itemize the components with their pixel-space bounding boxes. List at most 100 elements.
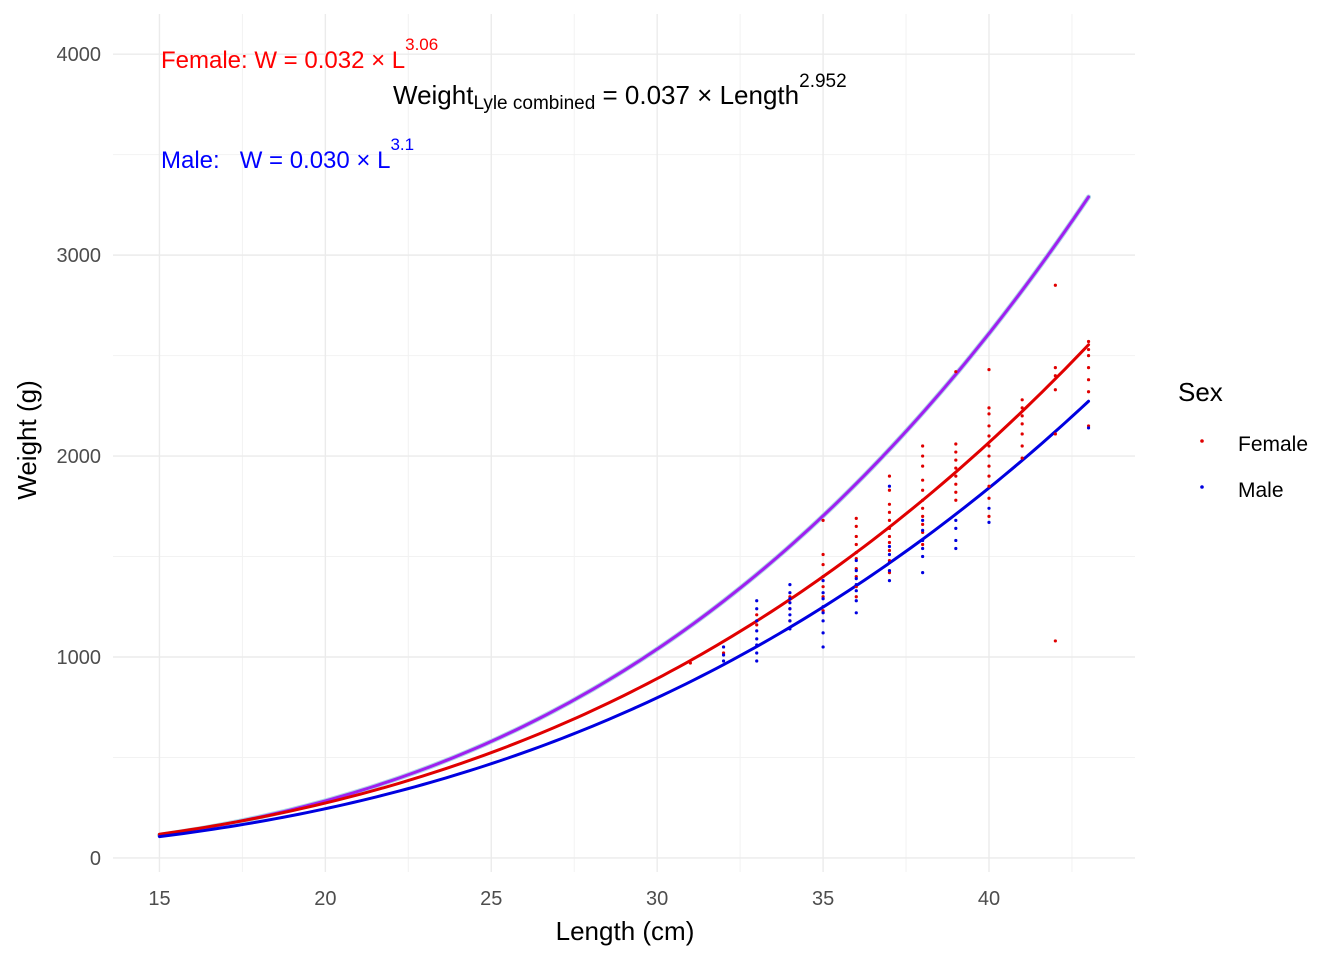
- point-female: [921, 542, 925, 547]
- point-male: [854, 568, 858, 573]
- point-male: [821, 645, 825, 649]
- point-male: [788, 613, 792, 617]
- point-male: [755, 637, 759, 641]
- data-points: [688, 283, 1091, 665]
- point-female: [887, 502, 892, 506]
- minor-gridlines: [113, 14, 1135, 872]
- point-male: [921, 518, 925, 522]
- point-male: [821, 619, 825, 623]
- male-equation-exponent: 3.1: [390, 135, 414, 154]
- point-female: [921, 454, 925, 458]
- y-axis-title: Weight (g): [12, 380, 42, 499]
- point-female: [1020, 406, 1024, 410]
- point-female: [821, 585, 825, 589]
- point-female: [1053, 366, 1057, 370]
- point-male: [721, 645, 726, 649]
- major-gridlines: [113, 14, 1135, 872]
- point-male: [1086, 426, 1091, 430]
- point-female: [954, 450, 958, 454]
- point-male: [755, 651, 759, 655]
- point-female: [821, 552, 825, 557]
- point-female: [1086, 347, 1091, 352]
- point-female: [921, 506, 925, 510]
- y-tick-label: 1000: [57, 647, 102, 669]
- point-female: [1020, 422, 1024, 426]
- point-female: [821, 518, 825, 522]
- point-male: [755, 619, 759, 623]
- point-female: [1020, 414, 1024, 418]
- point-male: [887, 544, 892, 549]
- x-tick-label: 40: [978, 888, 1000, 910]
- female-equation: Female: W = 0.032 × L3.06: [161, 35, 438, 74]
- curve-male: [157, 399, 1091, 839]
- x-axis-title: Length (cm): [556, 916, 695, 946]
- fitted-curves: [156, 194, 1092, 839]
- point-female: [921, 444, 925, 448]
- point-male: [854, 583, 858, 587]
- x-tick-label: 15: [148, 888, 170, 910]
- point-male: [721, 653, 726, 657]
- curve-purple: [157, 195, 1091, 837]
- point-female: [1020, 432, 1024, 436]
- point-male: [821, 579, 825, 583]
- point-female: [1053, 639, 1057, 643]
- point-female: [821, 575, 825, 579]
- point-female: [854, 542, 858, 547]
- male-equation: Male: W = 0.030 × L3.1: [161, 135, 414, 174]
- x-tick-label: 20: [314, 888, 336, 910]
- point-female: [987, 444, 991, 448]
- point-female: [921, 488, 925, 492]
- point-female: [755, 613, 759, 617]
- point-male: [755, 643, 759, 647]
- point-female: [954, 466, 958, 470]
- point-female: [921, 514, 925, 518]
- point-male: [788, 583, 792, 587]
- point-female: [887, 534, 892, 539]
- point-male: [755, 599, 759, 603]
- point-male: [854, 558, 858, 563]
- point-male: [788, 601, 792, 605]
- point-male: [755, 607, 759, 611]
- legend-key-female: [1200, 439, 1204, 443]
- x-axis-ticks: 15 20 25 30 35 40: [148, 888, 1000, 910]
- point-male: [887, 579, 892, 583]
- point-female: [1086, 339, 1091, 344]
- point-male: [987, 506, 991, 510]
- point-female: [887, 540, 892, 545]
- point-female: [987, 484, 991, 488]
- point-female: [821, 562, 825, 567]
- point-female: [987, 514, 991, 518]
- point-male: [887, 552, 892, 557]
- combined-equation-weight: Weight: [393, 80, 474, 110]
- point-male: [854, 599, 858, 603]
- y-tick-label: 4000: [57, 44, 102, 66]
- point-male: [921, 554, 925, 559]
- point-female: [688, 661, 692, 665]
- point-female: [1086, 366, 1091, 370]
- point-female: [854, 534, 858, 539]
- point-male: [887, 568, 892, 573]
- point-male: [788, 597, 792, 601]
- point-male: [954, 526, 958, 531]
- point-female: [887, 510, 892, 514]
- point-female: [1020, 456, 1024, 460]
- point-male: [721, 659, 726, 663]
- point-female: [987, 496, 991, 500]
- point-male: [921, 546, 925, 551]
- curve-lightblue: [156, 194, 1092, 838]
- point-male: [921, 538, 925, 543]
- point-male: [788, 619, 792, 623]
- point-female: [954, 442, 958, 446]
- point-female: [987, 434, 991, 438]
- point-female: [1053, 432, 1057, 436]
- point-male: [954, 546, 958, 551]
- point-male: [755, 629, 759, 633]
- y-tick-label: 0: [90, 848, 101, 870]
- point-female: [954, 458, 958, 462]
- point-female: [1086, 378, 1091, 382]
- point-female: [1086, 390, 1091, 394]
- legend-label-male: Male: [1238, 479, 1284, 502]
- point-female: [1053, 374, 1057, 378]
- point-female: [921, 464, 925, 468]
